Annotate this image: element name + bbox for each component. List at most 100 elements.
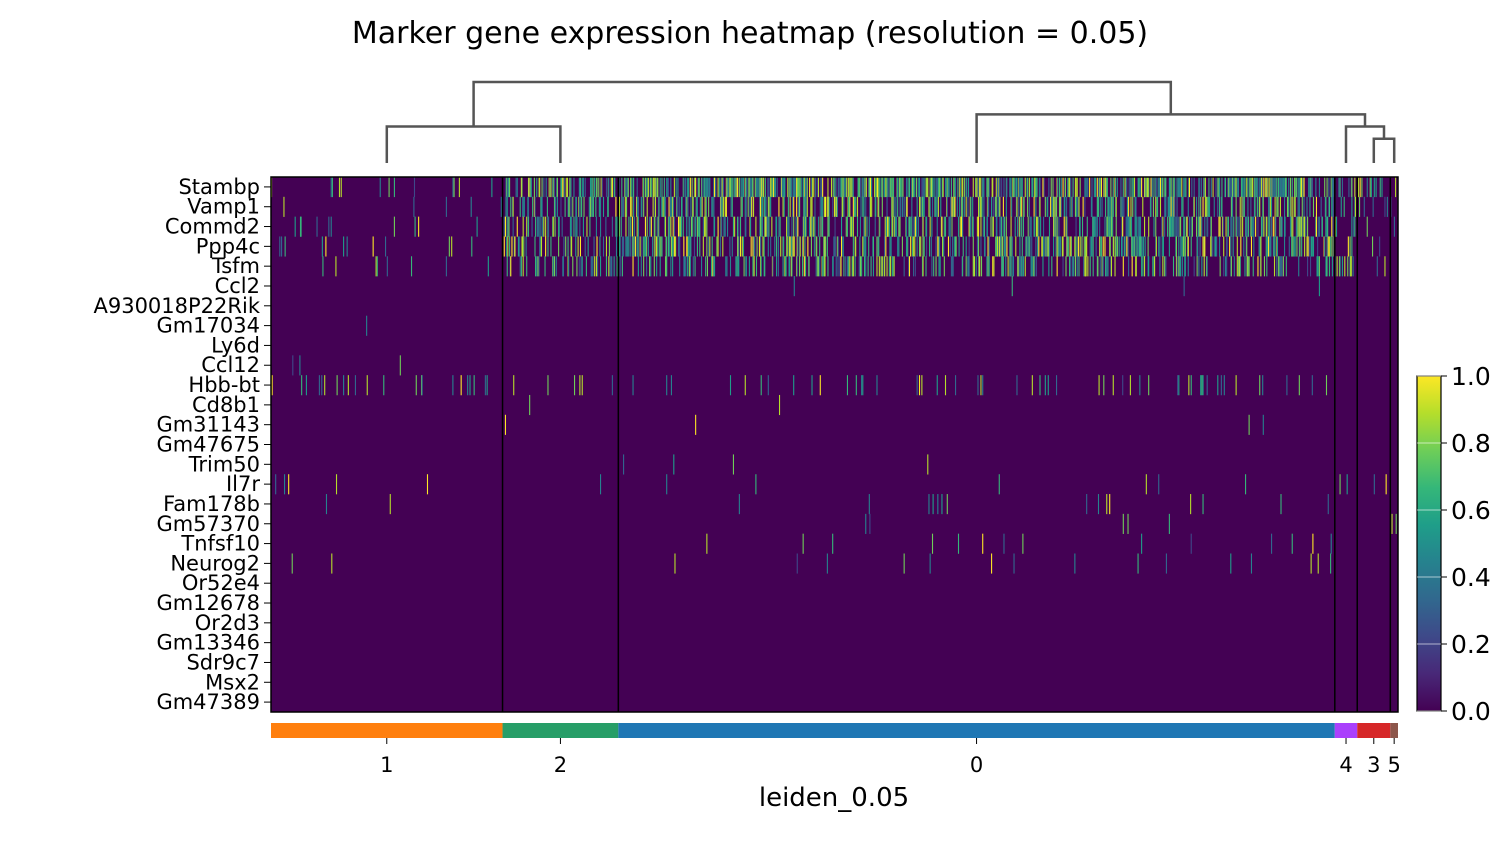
heatmap-cell <box>925 216 927 237</box>
heatmap-cell <box>725 196 727 217</box>
heatmap-cell <box>279 236 281 257</box>
heatmap-cell <box>1310 553 1312 574</box>
heatmap-cell <box>663 177 665 198</box>
heatmap-cell <box>578 256 580 277</box>
heatmap-cell <box>530 177 532 198</box>
heatmap-cell <box>851 177 853 198</box>
heatmap-cell <box>611 177 613 198</box>
heatmap-cell <box>911 196 913 217</box>
heatmap-cell <box>533 196 535 217</box>
heatmap-cell <box>376 256 378 277</box>
heatmap-cell <box>926 216 928 237</box>
colorbar: 0.00.20.40.60.81.0 <box>1416 362 1491 726</box>
heatmap-cell <box>591 196 593 217</box>
heatmap-cell <box>1034 216 1036 237</box>
heatmap-cell <box>841 177 843 198</box>
heatmap-cell <box>1141 236 1143 257</box>
heatmap-cell <box>743 256 745 277</box>
heatmap-cell <box>885 236 887 257</box>
heatmap-cell <box>826 236 828 257</box>
heatmap-cell <box>630 196 632 217</box>
heatmap-cell <box>772 256 774 277</box>
heatmap-cell <box>865 177 867 198</box>
heatmap-cell <box>1018 177 1020 198</box>
heatmap-cell <box>761 196 763 217</box>
heatmap-cell <box>891 216 893 237</box>
heatmap-cell <box>891 196 893 217</box>
heatmap-cell <box>1311 375 1313 396</box>
heatmap-cell <box>1381 177 1383 198</box>
heatmap-cell <box>1233 216 1235 237</box>
heatmap-cell <box>811 196 813 217</box>
heatmap-cell <box>923 196 925 217</box>
heatmap-cell <box>982 177 984 198</box>
heatmap-cell <box>1131 216 1133 237</box>
heatmap-cell <box>671 196 673 217</box>
heatmap-cell <box>569 177 571 198</box>
heatmap-cell <box>529 394 531 416</box>
heatmap-background <box>271 177 1398 712</box>
heatmap-cell <box>1104 216 1106 237</box>
heatmap-cell <box>666 177 668 198</box>
heatmap-cell <box>1183 216 1185 237</box>
heatmap-cell <box>862 236 864 257</box>
heatmap-cell <box>536 256 538 277</box>
heatmap-cell <box>503 216 505 237</box>
heatmap-cell <box>1089 177 1091 198</box>
heatmap-cell <box>938 256 940 277</box>
heatmap-cell <box>288 474 290 495</box>
cluster-cells-1 <box>271 177 502 574</box>
heatmap-cell <box>859 236 861 257</box>
heatmap-cell <box>1157 196 1159 217</box>
heatmap-cell <box>647 236 649 257</box>
heatmap-cell <box>600 256 602 277</box>
heatmap-cell <box>669 196 671 217</box>
heatmap-cell <box>827 216 829 237</box>
heatmap-cell <box>410 256 413 277</box>
heatmap-cell <box>1231 196 1233 217</box>
heatmap-cell <box>1132 177 1134 198</box>
heatmap-cell <box>760 177 762 198</box>
heatmap-cell <box>614 177 616 198</box>
heatmap-cell <box>1266 236 1268 257</box>
heatmap-cell <box>804 177 807 198</box>
heatmap-cell <box>937 196 939 217</box>
heatmap-cell <box>1286 375 1288 396</box>
heatmap-cell <box>980 196 983 217</box>
heatmap-cell <box>872 236 874 257</box>
heatmap-cell <box>1260 216 1263 237</box>
heatmap-cell <box>346 236 348 257</box>
heatmap-cell <box>1170 196 1172 217</box>
heatmap-cell <box>1109 216 1111 237</box>
heatmap-cell <box>1298 375 1300 396</box>
heatmap-cell <box>1128 196 1130 217</box>
heatmap-cell <box>650 177 652 198</box>
heatmap-cell <box>1227 177 1229 198</box>
heatmap-cell <box>1210 236 1212 257</box>
heatmap-cell <box>861 256 863 277</box>
heatmap-cell <box>1045 236 1048 257</box>
heatmap-cell <box>688 177 690 198</box>
heatmap-cell <box>963 177 965 198</box>
heatmap-cell <box>1295 216 1297 237</box>
heatmap-cell <box>576 216 578 237</box>
heatmap-cell <box>799 196 801 217</box>
heatmap-cell <box>922 236 924 257</box>
heatmap-cell <box>976 177 978 198</box>
heatmap-cell <box>1010 236 1012 257</box>
heatmap-cell <box>880 256 882 277</box>
heatmap-cell <box>580 196 582 217</box>
heatmap-cell <box>1139 216 1141 237</box>
heatmap-cell <box>1126 236 1128 257</box>
heatmap-cell <box>512 196 514 217</box>
heatmap-cell <box>814 216 816 237</box>
heatmap-cell <box>1168 196 1170 217</box>
heatmap-cell <box>983 236 986 257</box>
heatmap-cell <box>484 375 486 396</box>
heatmap-cell <box>1128 256 1130 277</box>
heatmap-cell <box>1217 196 1219 217</box>
heatmap-cell <box>953 196 955 217</box>
heatmap-cell <box>968 256 970 277</box>
heatmap-cell <box>1270 236 1272 257</box>
heatmap-cell <box>666 177 668 198</box>
